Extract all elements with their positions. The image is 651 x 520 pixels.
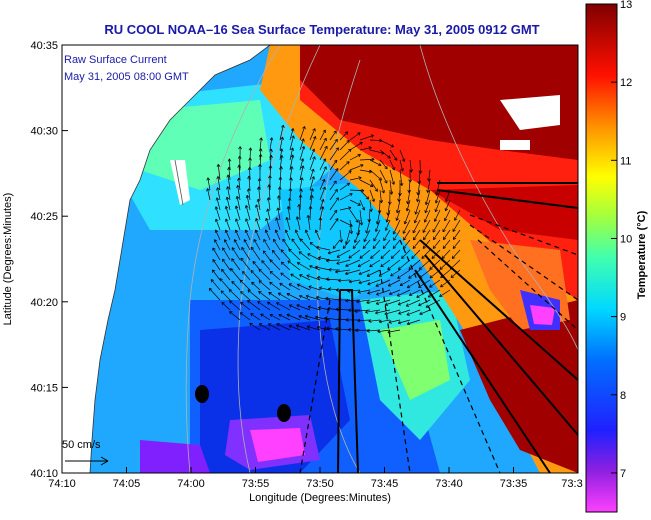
x-tick-label: 73:40 bbox=[435, 478, 463, 490]
y-tick-label: 40:30 bbox=[30, 126, 58, 138]
colorbar-tick-label: 8 bbox=[620, 390, 626, 402]
colorbar bbox=[586, 4, 617, 512]
sst-field bbox=[62, 45, 578, 473]
figure-title: RU COOL NOAA–16 Sea Surface Temperature:… bbox=[62, 22, 582, 37]
x-tick-label: 73:55 bbox=[242, 478, 270, 490]
y-axis-label: Latitude (Degrees:Minutes) bbox=[2, 193, 14, 326]
x-tick-label: 73:3 bbox=[561, 478, 582, 490]
colorbar-tick-label: 13 bbox=[620, 0, 632, 11]
y-tick-label: 40:15 bbox=[30, 382, 58, 394]
colorbar-tick-label: 9 bbox=[620, 312, 626, 324]
scale-label: 50 cm/s bbox=[62, 439, 101, 451]
colorbar-tick-label: 7 bbox=[620, 468, 626, 480]
x-axis-label: Longitude (Degrees:Minutes) bbox=[249, 492, 391, 504]
x-tick-label: 73:50 bbox=[306, 478, 334, 490]
colorbar-tick-label: 11 bbox=[620, 155, 631, 167]
colorbar-tick-label: 10 bbox=[620, 233, 632, 245]
annotation-line-2: May 31, 2005 08:00 GMT bbox=[64, 71, 189, 83]
colorbar-tick-label: 12 bbox=[620, 77, 632, 89]
colorbar-label: Temperature (°C) bbox=[636, 210, 648, 299]
x-tick-label: 74:00 bbox=[177, 478, 205, 490]
annotation-line-1: Raw Surface Current bbox=[64, 54, 167, 66]
x-tick-label: 73:35 bbox=[500, 478, 528, 490]
buoy-marker bbox=[195, 385, 209, 403]
y-tick-label: 40:10 bbox=[30, 468, 58, 480]
x-tick-label: 74:05 bbox=[113, 478, 141, 490]
y-tick-label: 40:25 bbox=[30, 211, 58, 223]
y-tick-label: 40:35 bbox=[30, 40, 58, 52]
y-tick-label: 40:20 bbox=[30, 297, 58, 309]
buoy-marker bbox=[277, 404, 291, 422]
x-tick-label: 73:45 bbox=[371, 478, 399, 490]
